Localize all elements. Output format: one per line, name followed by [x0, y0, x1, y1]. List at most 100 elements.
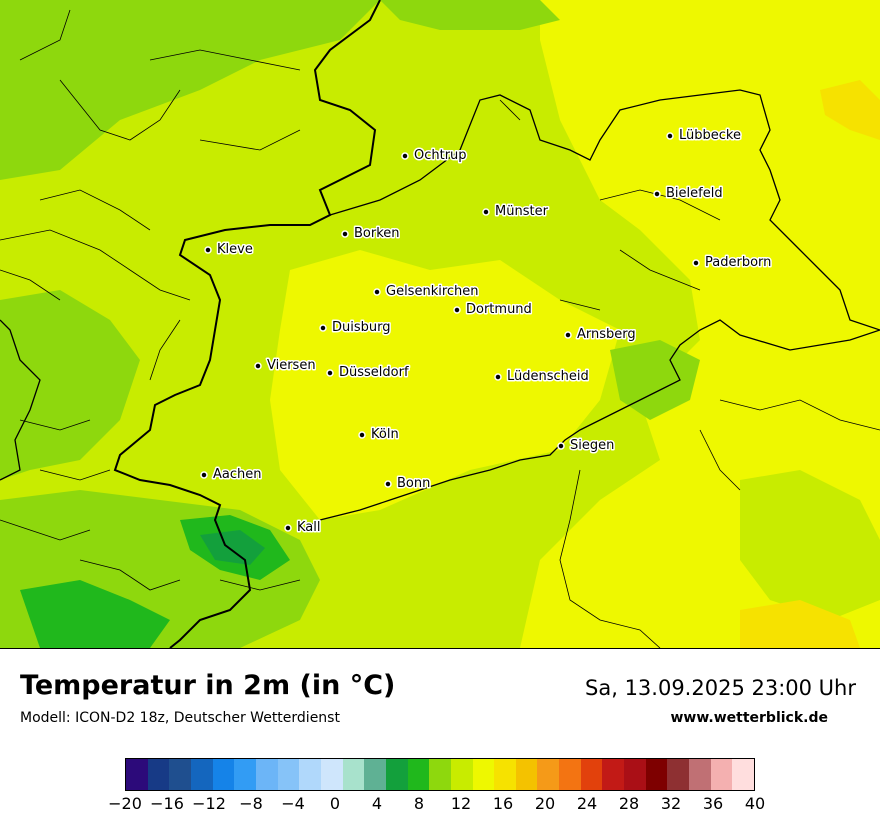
legend-tick: 8 — [413, 794, 425, 813]
legend-swatch — [710, 759, 733, 790]
city-marker-kall: Kall — [284, 519, 322, 537]
city-dot — [692, 259, 700, 267]
city-marker-siegen: Siegen — [557, 437, 616, 455]
cold-zone-eifel-center — [200, 530, 265, 565]
city-marker-luebbecke: Lübbecke — [666, 127, 742, 145]
city-label: Düsseldorf — [339, 365, 409, 380]
legend-swatch — [624, 759, 646, 790]
city-label: Aachen — [213, 467, 261, 482]
city-marker-arnsberg: Arnsberg — [564, 326, 637, 344]
city-label: Borken — [354, 226, 400, 241]
legend-tick: 16 — [492, 794, 514, 813]
city-marker-gelsenkirchen: Gelsenkirchen — [373, 283, 480, 301]
color-legend — [125, 758, 755, 791]
city-marker-borken: Borken — [341, 225, 401, 243]
cool-zone-sauerland — [610, 340, 700, 420]
city-marker-duisburg: Duisburg — [319, 319, 392, 337]
legend-swatch — [537, 759, 560, 790]
legend-swatch — [559, 759, 581, 790]
legend-tick: 12 — [450, 794, 472, 813]
legend-tick: 4 — [371, 794, 383, 813]
legend-tick-labels: −20 −16 −12 −8 −4 0 4 8 12 16 20 24 28 32 36 40 — [108, 794, 765, 824]
city-label: Münster — [495, 204, 549, 219]
city-dot — [254, 362, 262, 370]
city-marker-koeln: Köln — [358, 426, 400, 444]
city-dot — [358, 431, 366, 439]
legend-swatch — [169, 759, 191, 790]
legend-swatch — [472, 759, 495, 790]
legend-swatch — [190, 759, 213, 790]
city-label: Lübbecke — [679, 128, 741, 143]
legend-tick: 20 — [534, 794, 556, 813]
city-label: Siegen — [570, 438, 614, 453]
city-dot — [653, 190, 661, 198]
model-info: Modell: ICON-D2 18z, Deutscher Wetterdie… — [20, 710, 340, 726]
legend-swatch — [429, 759, 451, 790]
legend-tick: 40 — [744, 794, 766, 813]
legend-swatch — [255, 759, 278, 790]
website-credit: www.wetterblick.de — [670, 710, 829, 726]
cool-zone-west — [0, 290, 140, 480]
legend-swatch — [299, 759, 321, 790]
city-marker-viersen: Viersen — [254, 357, 317, 375]
legend-tick: 32 — [660, 794, 682, 813]
city-label: Viersen — [267, 358, 316, 373]
cold-zone-eifel-south — [20, 580, 170, 648]
city-label: Bonn — [397, 476, 430, 491]
district-lines — [0, 9, 880, 648]
warm-spot-southeast — [740, 600, 860, 648]
city-label: Kall — [297, 520, 321, 535]
city-marker-bonn: Bonn — [384, 475, 432, 493]
legend-tick: 28 — [618, 794, 640, 813]
map-title: Temperatur in 2m (in °C) — [20, 670, 396, 701]
city-label: Paderborn — [705, 255, 771, 270]
city-marker-ochtrup: Ochtrup — [401, 147, 468, 165]
city-marker-muenster: Münster — [482, 203, 550, 221]
legend-tick: −8 — [239, 794, 263, 813]
legend-swatch — [385, 759, 408, 790]
legend-tick: −16 — [150, 794, 184, 813]
city-dot — [341, 230, 349, 238]
legend-tick: −20 — [108, 794, 142, 813]
legend-swatch — [732, 759, 755, 790]
city-marker-duesseldorf: Düsseldorf — [326, 364, 410, 382]
city-dot — [284, 524, 292, 532]
legend-swatch — [667, 759, 690, 790]
legend-swatch — [602, 759, 625, 790]
city-label: Duisburg — [332, 320, 391, 335]
state-border-south — [299, 319, 880, 531]
legend-swatch — [689, 759, 711, 790]
warm-spot-northeast — [820, 80, 880, 140]
legend-swatch — [147, 759, 170, 790]
legend-tick: −4 — [281, 794, 305, 813]
legend-swatch — [407, 759, 430, 790]
warm-zone-central — [270, 250, 620, 520]
legend-tick: 0 — [329, 794, 341, 813]
national-border — [113, 0, 381, 648]
legend-swatch — [234, 759, 256, 790]
cool-zone-northwest — [0, 0, 380, 180]
city-label: Köln — [371, 427, 399, 442]
city-dot — [319, 324, 327, 332]
temperature-map: Lübbecke Ochtrup Bielefeld Münster Borke… — [0, 0, 880, 649]
border-lines — [0, 0, 880, 648]
city-label: Arnsberg — [577, 327, 636, 342]
city-dot — [326, 369, 334, 377]
city-dot — [557, 442, 565, 450]
legend-swatch — [126, 759, 148, 790]
city-dot — [373, 288, 381, 296]
city-label: Ochtrup — [414, 148, 467, 163]
city-marker-aachen: Aachen — [200, 466, 263, 484]
city-dot — [384, 480, 392, 488]
legend-tick: 36 — [702, 794, 724, 813]
state-border-north — [329, 89, 880, 331]
city-marker-kleve: Kleve — [204, 241, 254, 259]
city-label: Gelsenkirchen — [386, 284, 479, 299]
city-dot — [564, 331, 572, 339]
city-label: Kleve — [217, 242, 253, 257]
city-marker-dortmund: Dortmund — [453, 301, 533, 319]
cool-zone-northeast-top — [380, 0, 560, 30]
city-dot — [453, 306, 461, 314]
legend-swatch — [212, 759, 235, 790]
legend-swatch — [450, 759, 473, 790]
